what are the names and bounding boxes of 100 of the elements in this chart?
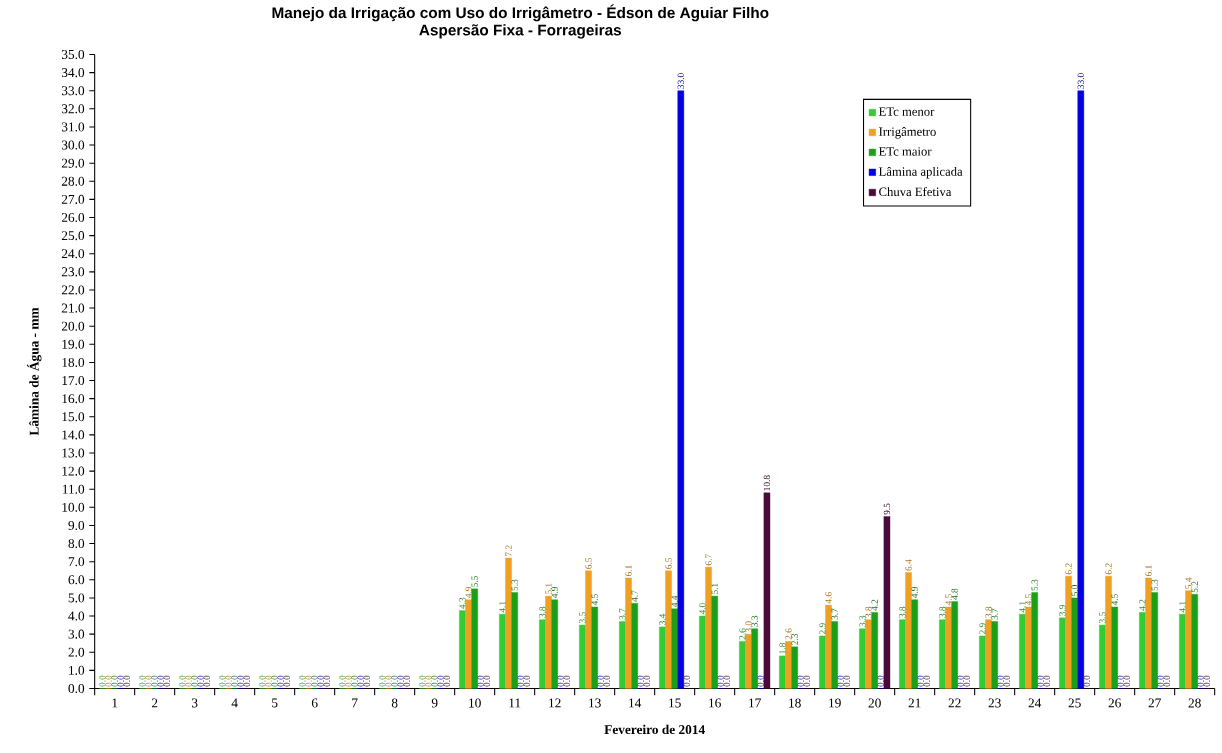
bar bbox=[819, 635, 826, 689]
data-label: 3.0 bbox=[745, 621, 752, 632]
y-tick-label: 35.0 bbox=[61, 49, 85, 59]
data-label: 0.0 bbox=[225, 675, 232, 687]
data-label: 0.0 bbox=[323, 675, 331, 687]
x-tick-label: 9 bbox=[431, 698, 438, 708]
data-label: 4.1 bbox=[499, 601, 506, 613]
data-label: 0.0 bbox=[1163, 675, 1171, 687]
bar bbox=[745, 633, 752, 689]
data-label: 0.0 bbox=[203, 675, 211, 687]
data-label: 0.0 bbox=[231, 675, 238, 687]
data-label: 4.3 bbox=[459, 597, 466, 609]
y-tick-label: 33.0 bbox=[61, 85, 85, 96]
data-label: 0.0 bbox=[283, 675, 291, 687]
bar bbox=[883, 515, 891, 689]
x-tick-label: 24 bbox=[1028, 698, 1042, 708]
data-label: 0.0 bbox=[1117, 675, 1124, 687]
data-label: 5.3 bbox=[511, 579, 518, 591]
data-label: 5.4 bbox=[1185, 577, 1192, 589]
y-tick-label: 11.0 bbox=[62, 484, 85, 494]
y-tick-label: 9.0 bbox=[68, 520, 85, 530]
bar bbox=[865, 619, 872, 689]
data-label: 4.1 bbox=[1019, 601, 1026, 613]
bar bbox=[739, 640, 746, 689]
data-label: 4.5 bbox=[591, 593, 598, 606]
data-label: 0.0 bbox=[145, 675, 152, 687]
data-label: 0.0 bbox=[105, 675, 112, 687]
data-label: 2.6 bbox=[739, 628, 746, 640]
y-tick-label: 32.0 bbox=[61, 104, 85, 114]
y-tick-label: 28.0 bbox=[61, 176, 85, 186]
bar bbox=[631, 602, 638, 689]
data-label: 0.0 bbox=[963, 675, 971, 687]
data-label: 4.9 bbox=[551, 586, 558, 598]
data-label: 0.0 bbox=[99, 675, 106, 687]
data-label: 0.0 bbox=[877, 675, 884, 687]
data-label: 0.0 bbox=[923, 675, 931, 687]
data-label: 6.1 bbox=[1145, 565, 1152, 576]
bar bbox=[619, 621, 626, 689]
bar bbox=[1191, 593, 1198, 689]
data-label: 0.0 bbox=[997, 675, 1004, 687]
y-tick-label: 8.0 bbox=[68, 538, 85, 548]
data-label: 0.0 bbox=[151, 675, 158, 687]
y-tick-label: 31.0 bbox=[61, 122, 85, 132]
y-tick-label: 7.0 bbox=[68, 556, 85, 566]
data-label: 4.7 bbox=[631, 590, 638, 602]
chart-subtitle: Aspersão Fixa - Forrageiras bbox=[419, 24, 622, 39]
data-label: 0.0 bbox=[357, 675, 364, 687]
bar bbox=[665, 570, 672, 689]
x-tick-label: 25 bbox=[1068, 698, 1081, 708]
data-label: 4.8 bbox=[951, 588, 958, 600]
data-label: 0.0 bbox=[443, 675, 451, 687]
data-label: 0.0 bbox=[597, 675, 604, 687]
data-label: 4.6 bbox=[825, 592, 832, 604]
data-label: 0.0 bbox=[1037, 675, 1044, 687]
y-tick-label: 17.0 bbox=[62, 375, 85, 385]
y-tick-label: 6.0 bbox=[68, 575, 85, 585]
bar bbox=[1111, 606, 1118, 689]
x-tick-label: 7 bbox=[352, 698, 358, 708]
x-tick-label: 16 bbox=[709, 698, 721, 708]
data-label: 5.0 bbox=[1071, 584, 1078, 596]
bar bbox=[1059, 617, 1066, 689]
bar bbox=[1139, 611, 1146, 689]
data-label: 0.0 bbox=[523, 675, 531, 687]
data-label: 0.0 bbox=[1043, 675, 1051, 687]
y-tick-label: 14.0 bbox=[62, 430, 85, 440]
data-label: 0.0 bbox=[843, 675, 851, 687]
data-label: 6.4 bbox=[905, 559, 912, 571]
data-label: 4.5 bbox=[1111, 593, 1118, 606]
data-label: 5.3 bbox=[1151, 579, 1158, 591]
y-tick-label: 5.0 bbox=[68, 593, 85, 603]
x-tick-label: 5 bbox=[272, 698, 278, 708]
bar bbox=[551, 599, 558, 689]
data-label: 6.1 bbox=[625, 565, 632, 576]
data-label: 4.2 bbox=[1139, 599, 1146, 611]
data-label: 5.1 bbox=[711, 583, 718, 594]
x-tick-label: 2 bbox=[151, 698, 158, 708]
x-tick-label: 3 bbox=[191, 698, 198, 708]
bar bbox=[831, 621, 838, 689]
bar bbox=[545, 595, 552, 689]
x-tick-label: 26 bbox=[1108, 698, 1121, 708]
x-tick-label: 23 bbox=[988, 698, 1001, 708]
data-label: 3.7 bbox=[991, 608, 998, 620]
data-label: 0.0 bbox=[957, 675, 964, 687]
data-label: 0.0 bbox=[117, 675, 124, 687]
data-label: 0.0 bbox=[797, 675, 804, 687]
data-label: 0.0 bbox=[1003, 675, 1011, 687]
data-label: 5.3 bbox=[1031, 579, 1038, 591]
data-label: 0.0 bbox=[1123, 675, 1131, 687]
data-label: 3.8 bbox=[939, 606, 946, 618]
bar bbox=[905, 572, 912, 689]
legend-label: ETc maior bbox=[878, 146, 932, 156]
data-label: 0.0 bbox=[403, 675, 411, 687]
y-tick-label: 1.0 bbox=[69, 665, 85, 675]
x-tick-label: 21 bbox=[908, 698, 921, 708]
x-tick-label: 18 bbox=[789, 698, 801, 708]
bar bbox=[945, 606, 952, 689]
data-label: 4.5 bbox=[945, 593, 952, 606]
data-label: 0.0 bbox=[517, 675, 524, 687]
data-label: 0.0 bbox=[483, 675, 491, 687]
bar bbox=[1145, 577, 1152, 689]
